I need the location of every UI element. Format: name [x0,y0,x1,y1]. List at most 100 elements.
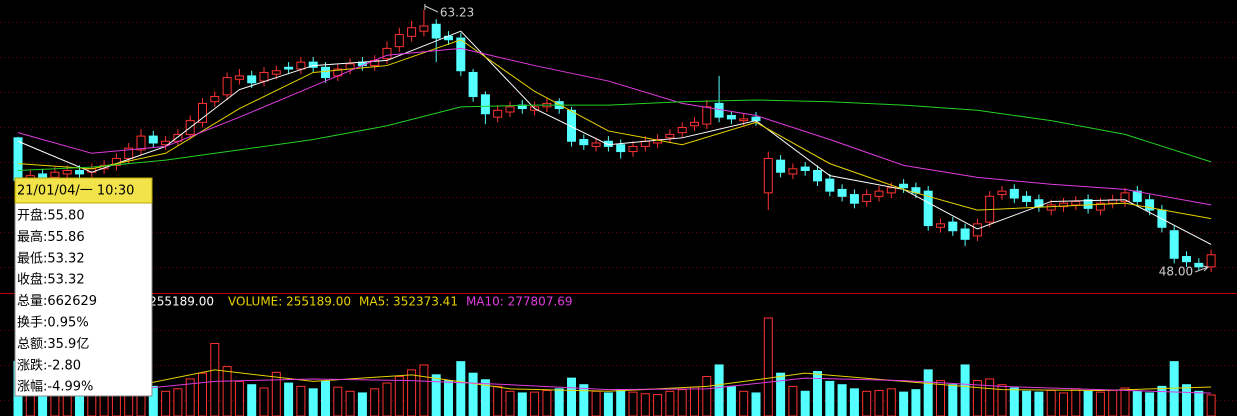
volume-bar [1206,394,1216,416]
volume-bar [1034,391,1044,416]
annotation-arrow [1194,265,1210,273]
candle-body [1046,204,1056,211]
volume-bar [333,386,343,416]
volume-bar [776,372,786,416]
volume-bar [726,385,736,416]
volume-bar [665,390,675,416]
volume-bar [886,388,896,416]
candle-body [813,170,822,182]
candle-body [75,170,84,175]
volume-bar [936,380,945,416]
candle-body [468,71,478,98]
volume-bar [1046,389,1056,416]
candle-body [665,133,675,139]
volume-bar [985,378,995,416]
candle-body [702,106,712,125]
volume-bar [640,393,650,416]
candle-body [431,23,441,39]
candle-body [776,159,786,173]
volume-ma-line [17,377,1212,394]
candle-body [284,66,294,70]
candle-body [763,157,773,194]
volume-bar [444,380,453,416]
candle-body [886,187,896,194]
volume-bar [271,371,281,416]
volume-bar [542,389,552,416]
candle-body [148,135,158,144]
volume-bar [1182,384,1191,416]
candle-body [505,106,515,113]
candle-body [616,144,626,153]
candle-body [1194,262,1204,268]
volume-bar [321,380,330,416]
candle-body [50,171,60,178]
candle-body [493,109,503,118]
volume-bar [702,375,712,416]
volume-bar [616,389,626,416]
tooltip: 21/01/04/一 10:30 开盘:55.80 最高:55.86 最低:53.3… [14,177,153,397]
candle-body [259,71,269,82]
volume-bar [1083,390,1093,416]
volume-bar [1120,387,1130,416]
volume-bar [1095,391,1105,416]
volume-bar [837,384,847,416]
candle-body [382,47,392,60]
volume-bar [222,366,232,416]
candle-body [247,75,257,84]
candle-body [1034,199,1044,208]
candle-body [271,70,281,75]
volume-bar [161,390,171,416]
candle-body [862,194,872,202]
volume-bar [911,389,921,416]
candle-body [1145,199,1155,211]
volume-bar [382,382,392,416]
volume-bar [173,388,183,416]
volume-bar [849,388,859,416]
volume-bar [357,392,367,416]
candle-body [321,66,330,79]
volume-bar [800,390,810,416]
candle-body [1169,230,1179,259]
volume-bar [1059,392,1068,416]
volume-bar [677,389,687,416]
ma-line [17,99,1212,172]
volume-bar [874,389,884,416]
volume-bar [714,364,724,416]
candle-body [480,94,490,115]
volume-bar [739,390,749,416]
candle-body [1120,192,1130,202]
volume-bar [1157,385,1167,416]
candle-body [210,96,220,103]
tooltip-row: 换手:0.95% [17,316,89,331]
volume-bar [690,386,699,416]
tooltip-row: 总额:35.9亿 [17,337,89,352]
volume-bar [431,374,441,416]
candle-body [923,190,933,227]
candle-body [567,109,576,142]
volume-bar [960,364,970,416]
volume-bar [653,394,663,416]
volume-bar [591,390,601,416]
volume-bar [813,371,822,416]
candle-body [198,102,207,123]
volume-bar [259,387,269,416]
candle-body [1071,200,1081,206]
volume-bar [862,390,872,416]
candle-body [739,118,749,122]
candle-body [1206,254,1216,268]
volume-bar [407,369,417,416]
candle-body [997,190,1007,196]
volume-bar [480,379,490,416]
volume-bar [247,384,257,416]
candle-body [640,140,650,147]
volume-legend: MA10: 277807.69 [466,295,573,309]
candle-body [62,170,72,175]
tooltip-row: 收盘:53.32 [17,272,85,288]
tooltip-box [14,177,153,397]
volume-bar [923,369,933,416]
candle-body [419,25,429,32]
candle-body [825,178,835,192]
annotation-label: 63.23 [440,6,474,20]
